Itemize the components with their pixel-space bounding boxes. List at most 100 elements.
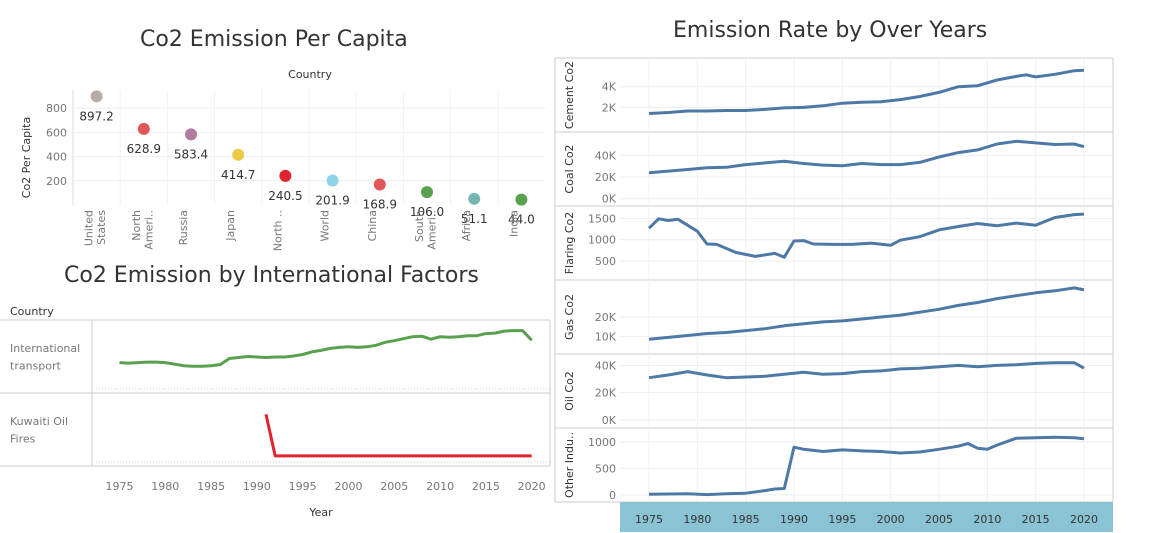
row-header: Country — [10, 305, 54, 318]
data-point — [232, 148, 245, 161]
data-point — [421, 186, 433, 199]
series-line — [647, 212, 1085, 259]
y-tick-label: 1500 — [588, 212, 616, 225]
y-tick-label: 0K — [602, 414, 617, 427]
x-tick-label: 2010 — [426, 480, 454, 493]
y-tick-label: 40K — [595, 359, 617, 372]
x-tick-label: 1995 — [828, 513, 856, 526]
x-tick-line: Japan — [224, 210, 237, 242]
x-tick-line: Africa — [460, 210, 473, 241]
x-tick-line: North — [130, 210, 143, 241]
x-tick-label: 2005 — [380, 480, 408, 493]
rate-title: Emission Rate by Over Years — [673, 18, 988, 43]
y-tick-label: 20K — [595, 311, 617, 324]
x-tick-line: North .. — [271, 210, 284, 251]
x-tick-label: India — [507, 210, 520, 237]
data-label: 106.0 — [410, 205, 444, 219]
x-tick-label: Africa — [460, 210, 473, 241]
per-capita-title: Co2 Emission Per Capita — [140, 27, 408, 52]
x-tick-line: World — [319, 210, 332, 242]
data-label: 628.9 — [127, 142, 161, 156]
series-line — [648, 361, 1085, 380]
x-tick-label: World — [319, 210, 332, 242]
series-line — [648, 435, 1085, 497]
x-axis-band — [620, 502, 1113, 532]
x-tick-label: 1990 — [780, 513, 808, 526]
x-tick-label: 2000 — [877, 513, 905, 526]
data-point — [326, 174, 339, 187]
data-point — [185, 128, 197, 141]
international-chart: Country International transport Kuwaiti Oil… — [0, 305, 551, 519]
data-label: 240.5 — [268, 189, 302, 203]
x-tick-line: States — [95, 210, 108, 245]
x-tick-label: 2000 — [334, 480, 362, 493]
x-tick-line: India — [507, 210, 520, 237]
x-tick-label: 1985 — [732, 513, 760, 526]
data-point — [279, 169, 292, 182]
y-tick-label: 0K — [602, 193, 617, 206]
x-tick-label: 2005 — [925, 513, 953, 526]
x-tick-line: Ameri.. — [142, 210, 155, 250]
y-tick-label: 1000 — [588, 436, 616, 449]
x-tick-label: 1975 — [635, 513, 663, 526]
y-tick-label: 400 — [46, 151, 67, 164]
x-tick-line: Russia — [177, 210, 190, 245]
emission-rate-chart: 2K 4K Cement Co2 0K 20K 40K Coal Co2 500 1000 150… — [554, 57, 1114, 532]
per-capita-chart: Country 200 400 600 800 Co2 Per Capita 897.2 Un… — [20, 68, 545, 251]
data-point — [373, 178, 386, 191]
data-label: 897.2 — [79, 109, 113, 123]
data-point — [468, 192, 481, 205]
row-label-line: International — [10, 342, 80, 355]
data-point — [515, 193, 528, 206]
series-line — [119, 329, 533, 368]
x-axis-title: Year — [308, 506, 333, 519]
x-tick-line: China — [366, 210, 379, 241]
x-tick-label: NorthAmeri.. — [130, 210, 156, 250]
y-tick-label: 10K — [595, 330, 617, 343]
x-tick-label: 1995 — [289, 480, 317, 493]
data-label: 201.9 — [315, 194, 349, 208]
x-tick-label: 2020 — [1070, 513, 1098, 526]
y-tick-label: 20K — [595, 387, 617, 400]
x-tick-label: Russia — [177, 210, 190, 245]
row-label-line: Fires — [10, 433, 36, 446]
data-point — [137, 122, 150, 135]
y-tick-label: 2K — [602, 101, 617, 114]
panel-label: Coal Co2 — [563, 144, 576, 193]
x-tick-label: China — [366, 210, 379, 241]
y-axis-title: Co2 Per Capita — [20, 117, 33, 198]
x-tick-label: 1980 — [683, 513, 711, 526]
y-tick-label: 600 — [46, 126, 67, 139]
x-tick-label: 2010 — [973, 513, 1001, 526]
data-label: 583.4 — [174, 147, 208, 161]
series-line — [648, 68, 1085, 115]
international-title: Co2 Emission by International Factors — [64, 263, 479, 288]
y-tick-label: 1000 — [588, 234, 616, 247]
x-tick-line: South — [413, 210, 426, 242]
x-tick-label: 2020 — [518, 480, 546, 493]
y-tick-label: 500 — [595, 255, 616, 268]
x-tick-label: 1990 — [243, 480, 271, 493]
x-tick-line: Ameri.. — [426, 210, 439, 250]
series-line — [648, 139, 1085, 175]
column-header: Country — [288, 68, 332, 81]
x-tick-label: 1985 — [197, 480, 225, 493]
y-tick-label: 0 — [609, 489, 616, 502]
x-tick-label: SouthAmeri.. — [413, 210, 439, 250]
panel-label: Cement Co2 — [563, 61, 576, 129]
row-label: International transport — [10, 342, 80, 373]
x-tick-label: 2015 — [472, 480, 500, 493]
x-tick-label: 1980 — [151, 480, 179, 493]
x-tick-label: 2015 — [1022, 513, 1050, 526]
series-line — [648, 286, 1085, 341]
data-label: 168.9 — [363, 198, 397, 212]
y-tick-label: 40K — [595, 149, 617, 162]
x-tick-label: Japan — [224, 210, 237, 242]
x-tick-label: UnitedStates — [83, 210, 109, 246]
y-tick-label: 500 — [595, 462, 616, 475]
data-point — [90, 90, 103, 103]
x-tick-line: United — [83, 210, 96, 246]
data-label: 44.0 — [508, 213, 535, 227]
row-label-line: transport — [10, 360, 62, 373]
panel-label: Other Indu.. — [563, 432, 576, 498]
